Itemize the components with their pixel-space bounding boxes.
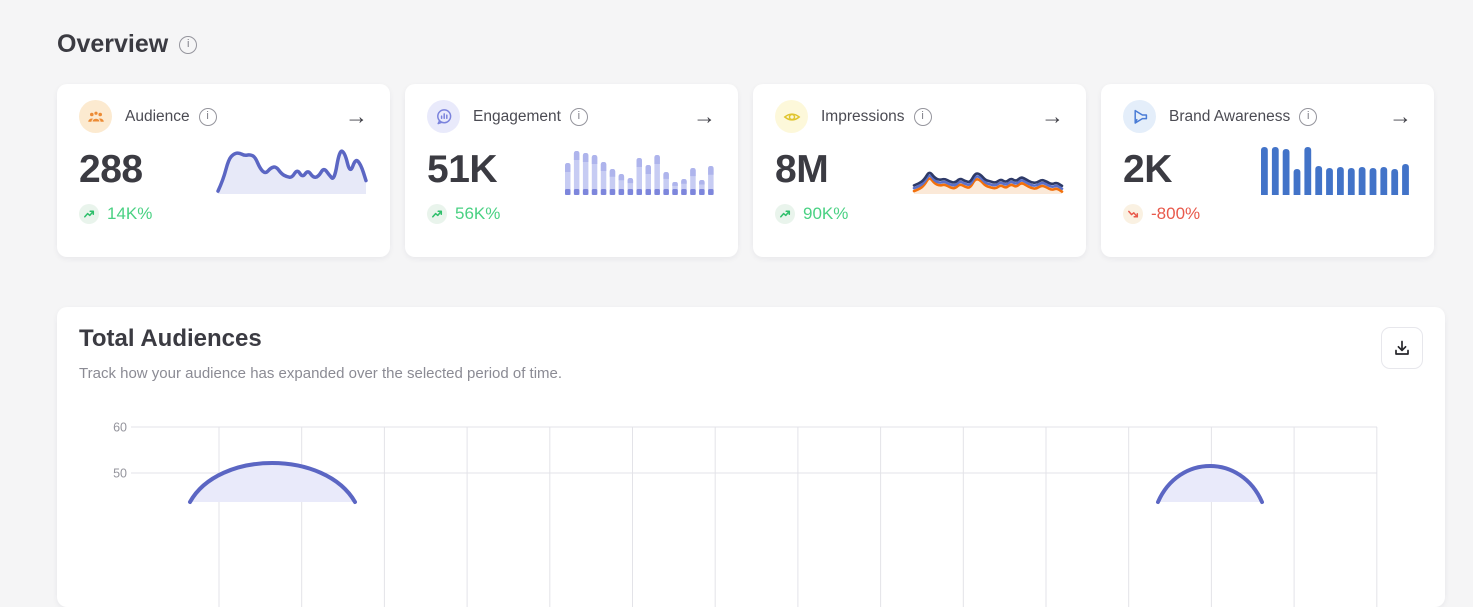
card-value: 51K xyxy=(427,148,498,191)
change-value: 56K% xyxy=(455,204,501,223)
engagement-icon xyxy=(427,100,460,133)
info-icon[interactable]: i xyxy=(913,107,932,126)
total-audiences-chart: 60 50 xyxy=(113,421,1378,607)
stat-card-impressions[interactable]: Impressions i → 8M 90K% xyxy=(753,84,1086,257)
card-change: 56K% xyxy=(427,204,716,224)
card-header: Brand Awareness i → xyxy=(1123,100,1412,133)
arrow-right-icon[interactable]: → xyxy=(1041,103,1064,129)
trend-up-icon xyxy=(775,204,795,224)
trend-up-icon xyxy=(427,204,447,224)
info-icon[interactable]: i xyxy=(569,107,588,126)
audience-icon xyxy=(79,100,112,133)
total-audiences-card: Total Audiences Track how your audience … xyxy=(57,307,1445,607)
card-header: Engagement i → xyxy=(427,100,716,133)
card-label: Impressions xyxy=(821,107,905,125)
arrow-right-icon[interactable]: → xyxy=(345,103,368,129)
stat-card-audience[interactable]: Audience i → 288 14K% xyxy=(57,84,390,257)
card-value: 288 xyxy=(79,148,143,191)
card-change: 90K% xyxy=(775,204,1064,224)
megaphone-icon xyxy=(1123,100,1156,133)
card-value: 2K xyxy=(1123,148,1172,191)
info-icon[interactable]: i xyxy=(198,107,217,126)
change-value: 14K% xyxy=(107,204,153,223)
engagement-sparkline xyxy=(564,144,716,196)
impressions-sparkline xyxy=(912,144,1064,196)
card-change: 14K% xyxy=(79,204,368,224)
card-body: 8M xyxy=(775,141,1064,199)
info-icon[interactable]: i xyxy=(179,35,198,54)
card-body: 51K xyxy=(427,141,716,199)
impressions-icon xyxy=(775,100,808,133)
download-icon xyxy=(1395,340,1409,355)
card-body: 288 xyxy=(79,141,368,199)
section-title: Total Audiences xyxy=(79,325,262,352)
svg-text:50: 50 xyxy=(113,467,127,481)
card-label: Engagement xyxy=(473,107,561,125)
change-value: 90K% xyxy=(803,204,849,223)
trend-down-icon xyxy=(1123,204,1143,224)
card-header: Audience i → xyxy=(79,100,368,133)
stat-card-brand-awareness[interactable]: Brand Awareness i → 2K -800% xyxy=(1101,84,1434,257)
card-body: 2K xyxy=(1123,141,1412,199)
stat-card-engagement[interactable]: Engagement i → 51K 56K% xyxy=(405,84,738,257)
section-subtitle: Track how your audience has expanded ove… xyxy=(79,365,563,382)
info-icon[interactable]: i xyxy=(1299,107,1318,126)
page-header: Overview i xyxy=(57,30,198,59)
arrow-right-icon[interactable]: → xyxy=(693,103,716,129)
change-value: -800% xyxy=(1151,204,1201,223)
card-label: Brand Awareness xyxy=(1169,107,1291,125)
card-label: Audience xyxy=(125,107,190,125)
trend-up-icon xyxy=(79,204,99,224)
card-value: 8M xyxy=(775,148,829,191)
card-change: -800% xyxy=(1123,204,1412,224)
brand-awareness-sparkline xyxy=(1260,144,1412,196)
svg-text:60: 60 xyxy=(113,421,127,435)
card-header: Impressions i → xyxy=(775,100,1064,133)
stat-cards-row: Audience i → 288 14K% xyxy=(57,84,1434,257)
page-title: Overview xyxy=(57,30,169,58)
arrow-right-icon[interactable]: → xyxy=(1389,103,1412,129)
download-button[interactable] xyxy=(1381,327,1423,369)
audience-sparkline xyxy=(216,144,368,196)
